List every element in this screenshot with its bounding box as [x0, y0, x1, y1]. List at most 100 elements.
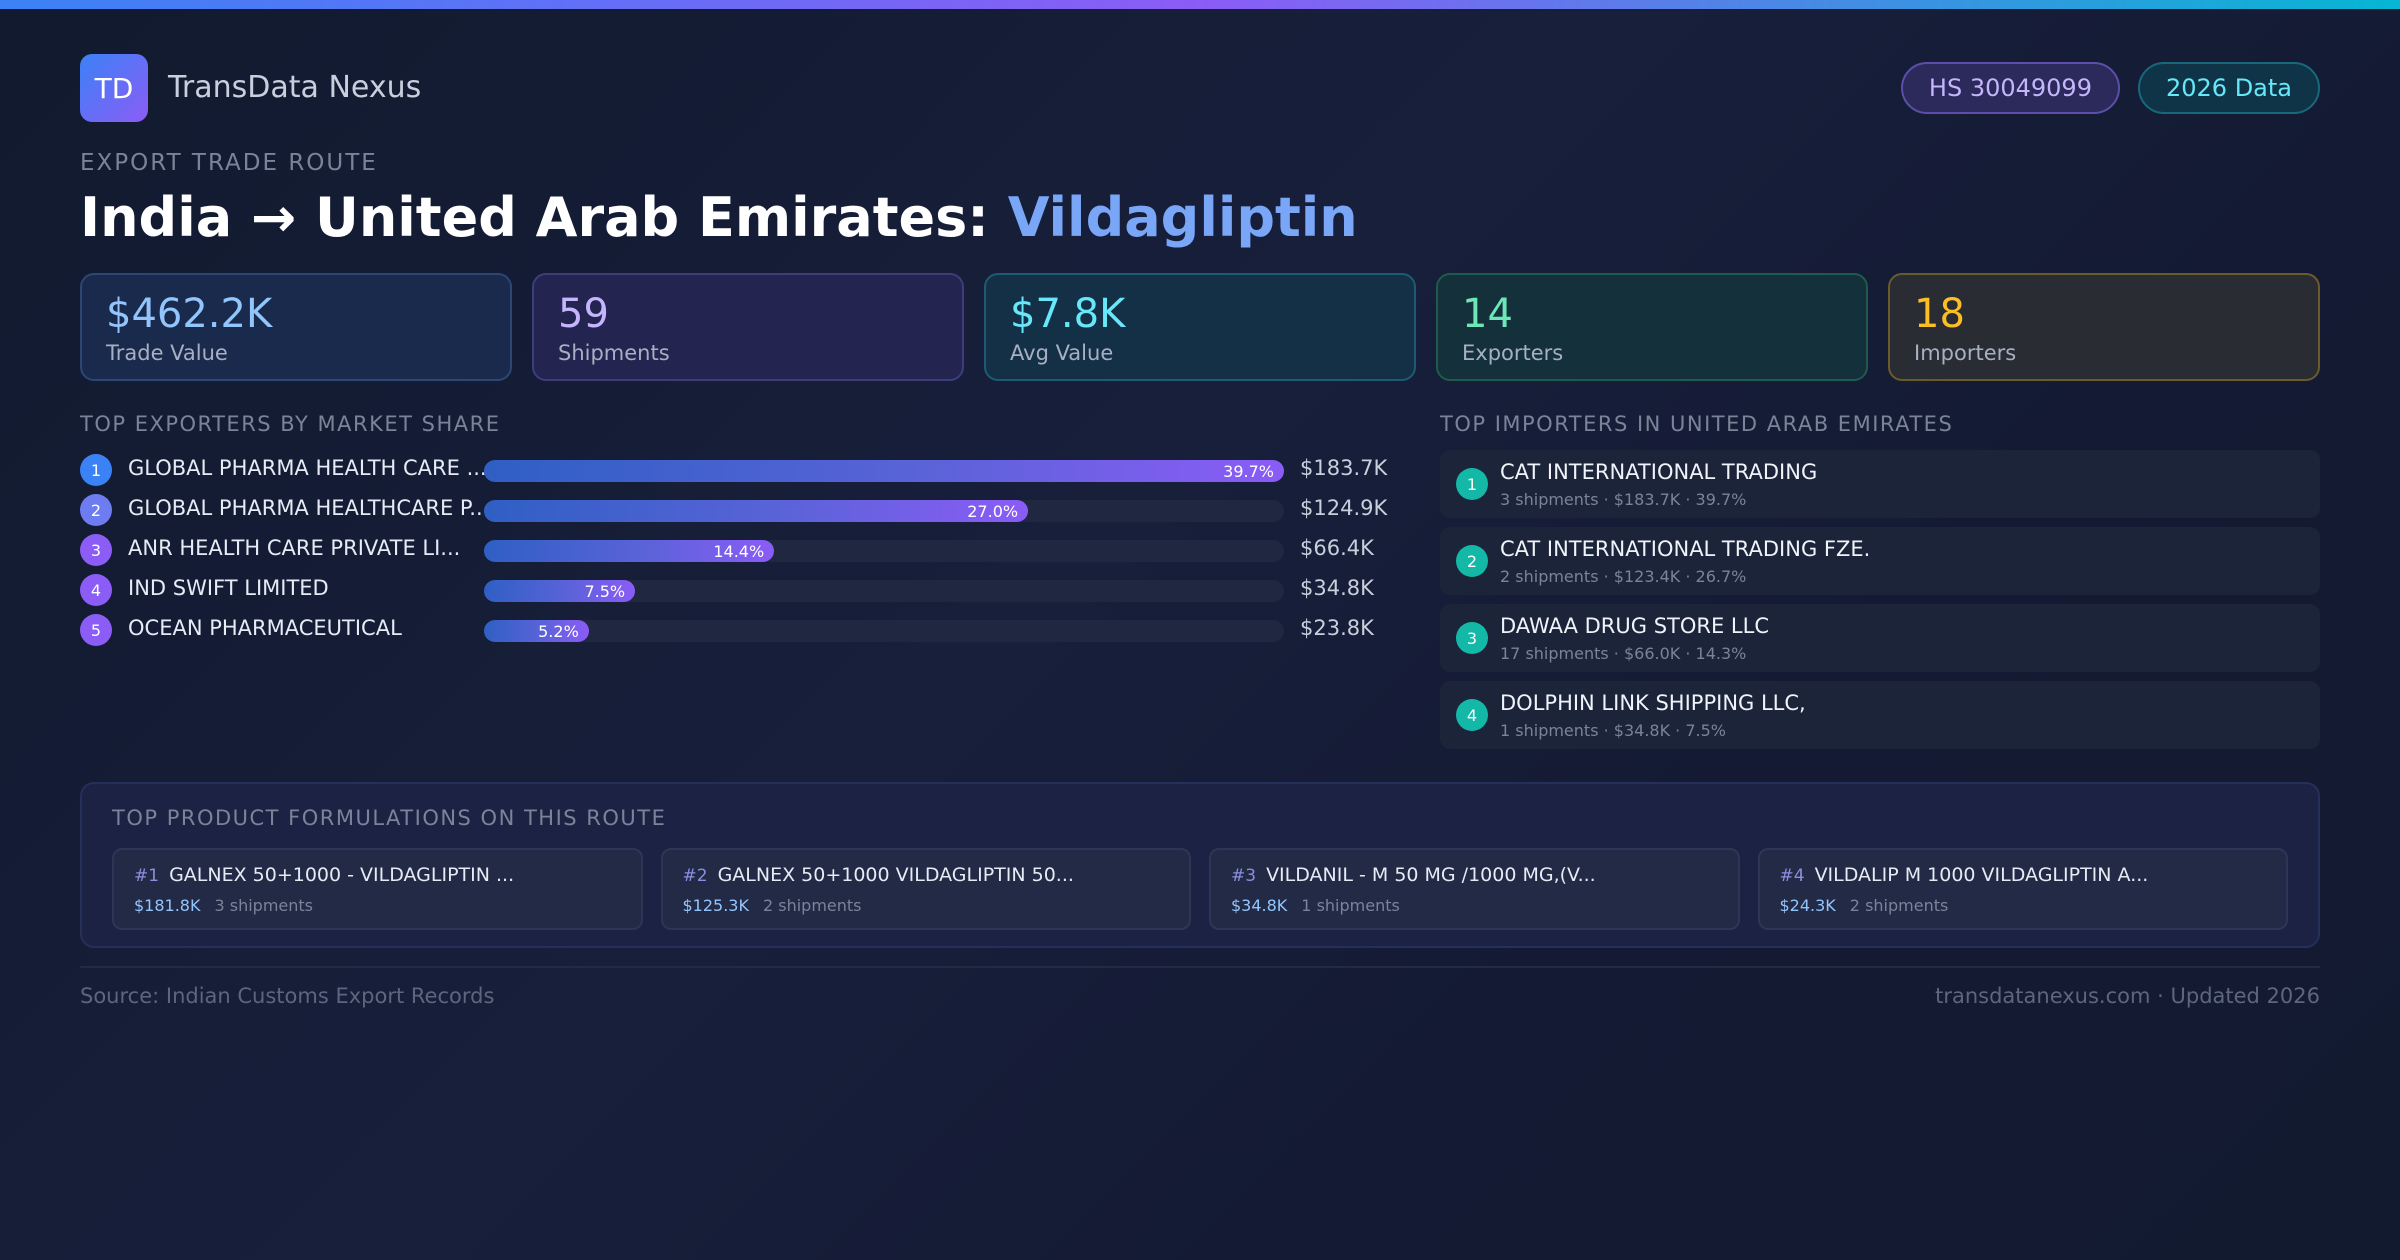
kpi-label: Avg Value — [1010, 341, 1114, 365]
share-bar-track: 7.5% — [484, 580, 1284, 602]
formulation-title: #4 VILDALIP M 1000 VILDAGLIPTIN A... — [1780, 864, 2267, 886]
exporter-rank: 2 — [80, 494, 112, 526]
share-bar-fill: 14.4% — [484, 540, 775, 562]
kpi-row: $462.2K Trade Value 59 Shipments $7.8K A… — [80, 273, 2320, 381]
kpi-value: $7.8K — [1010, 291, 1126, 337]
share-bar-fill: 7.5% — [484, 580, 636, 602]
formulation-card[interactable]: #2 GALNEX 50+1000 VILDAGLIPTIN 50... $125.… — [660, 848, 1191, 930]
importer-item[interactable]: 2 CAT INTERNATIONAL TRADING FZE. 2 shipmen… — [1440, 527, 2320, 595]
formulation-rank: #1 — [134, 866, 160, 886]
kpi-importers: 18 Importers — [1888, 273, 2320, 381]
formulation-rank: #2 — [682, 866, 708, 886]
exporter-value: $34.8K — [1300, 576, 1374, 600]
kpi-value: 18 — [1914, 291, 1965, 337]
share-percent: 39.7% — [1223, 462, 1274, 481]
formulation-shipments: 3 shipments — [214, 896, 314, 915]
formulation-value: $125.3K — [682, 896, 749, 915]
footer-source: Source: Indian Customs Export Records — [80, 984, 495, 1008]
route-eyebrow: EXPORT TRADE ROUTE — [80, 150, 378, 176]
section-title: TOP PRODUCT FORMULATIONS ON THIS ROUTE — [112, 806, 667, 830]
importer-item[interactable]: 3 DAWAA DRUG STORE LLC 17 shipments · $66.… — [1440, 604, 2320, 672]
exporter-name: GLOBAL PHARMA HEALTH CARE ... — [128, 456, 487, 480]
footer-divider — [80, 966, 2320, 968]
share-percent: 14.4% — [713, 542, 765, 561]
exporter-row[interactable]: 1 GLOBAL PHARMA HEALTH CARE ... 39.7% $183.… — [80, 450, 1387, 490]
formulation-shipments: 2 shipments — [762, 896, 862, 915]
formulation-name: VILDANIL - M 50 MG /1000 MG,(V... — [1266, 864, 1596, 886]
data-year-badge: 2026 Data — [2137, 62, 2320, 114]
kpi-label: Trade Value — [106, 341, 228, 365]
kpi-value: $462.2K — [106, 291, 273, 337]
formulation-card[interactable]: #4 VILDALIP M 1000 VILDAGLIPTIN A... $24.3… — [1757, 848, 2288, 930]
share-percent: 5.2% — [538, 622, 579, 641]
formulation-list: #1 GALNEX 50+1000 - VILDAGLIPTIN ... $181.… — [112, 848, 2288, 930]
formulation-rank: #3 — [1231, 866, 1257, 886]
importer-details: 2 shipments · $123.4K · 26.7% — [1500, 567, 1747, 586]
importer-details: 3 shipments · $183.7K · 39.7% — [1500, 490, 1747, 509]
brand-name[interactable]: TransData Nexus — [168, 70, 422, 105]
exporter-rank: 1 — [80, 454, 112, 486]
formulation-name: GALNEX 50+1000 - VILDAGLIPTIN ... — [169, 864, 515, 886]
importer-name: CAT INTERNATIONAL TRADING — [1500, 460, 1818, 484]
exporter-row[interactable]: 5 OCEAN PHARMACEUTICAL 5.2% $23.8K — [80, 610, 1380, 650]
exporter-value: $23.8K — [1300, 616, 1374, 640]
share-percent: 7.5% — [584, 582, 626, 601]
exporter-name: IND SWIFT LIMITED — [128, 576, 329, 600]
formulation-value: $34.8K — [1231, 896, 1288, 915]
exporter-name: OCEAN PHARMACEUTICAL — [128, 616, 402, 640]
exporter-row[interactable]: 4 IND SWIFT LIMITED 7.5% $34.8K — [80, 570, 1380, 610]
exporter-row[interactable]: 2 GLOBAL PHARMA HEALTHCARE P... 27.0% $124.… — [80, 490, 1387, 530]
importer-rank: 4 — [1456, 699, 1488, 731]
formulation-meta: $181.8K 3 shipments — [134, 896, 621, 915]
formulation-title: #2 GALNEX 50+1000 VILDAGLIPTIN 50... — [683, 864, 1170, 886]
exporter-list: 1 GLOBAL PHARMA HEALTH CARE ... 39.7% $183.… — [80, 450, 1387, 650]
formulation-meta: $125.3K 2 shipments — [683, 896, 1170, 915]
kpi-value: 59 — [558, 291, 609, 337]
share-bar-track: 14.4% — [484, 540, 1284, 562]
formulation-shipments: 2 shipments — [1849, 896, 1949, 915]
importer-item[interactable]: 4 DOLPHIN LINK SHIPPING LLC, 1 shipments ·… — [1440, 681, 2320, 749]
formulation-card[interactable]: #1 GALNEX 50+1000 - VILDAGLIPTIN ... $181.… — [112, 848, 643, 930]
kpi-label: Shipments — [558, 341, 670, 365]
kpi-shipments: 59 Shipments — [532, 273, 964, 381]
importer-rank: 3 — [1456, 622, 1488, 654]
importer-item[interactable]: 1 CAT INTERNATIONAL TRADING 3 shipments · … — [1440, 450, 2320, 518]
formulation-shipments: 1 shipments — [1301, 896, 1400, 915]
exporter-rank: 5 — [80, 614, 112, 646]
importer-name: CAT INTERNATIONAL TRADING FZE. — [1500, 537, 1871, 561]
exporter-row[interactable]: 3 ANR HEALTH CARE PRIVATE LI... 14.4% $66.4… — [80, 530, 1380, 570]
formulation-value: $24.3K — [1779, 896, 1836, 915]
importer-list: 1 CAT INTERNATIONAL TRADING 3 shipments · … — [1440, 450, 2320, 749]
importer-details: 1 shipments · $34.8K · 7.5% — [1500, 721, 1726, 740]
route-title-prefix: India → United Arab Emirates: — [80, 186, 1008, 249]
share-bar-fill: 39.7% — [484, 460, 1284, 482]
importer-name: DOLPHIN LINK SHIPPING LLC, — [1500, 691, 1806, 715]
exporter-name: ANR HEALTH CARE PRIVATE LI... — [128, 536, 461, 560]
formulation-value: $181.8K — [134, 896, 201, 915]
exporter-value: $124.9K — [1300, 496, 1388, 520]
share-bar-track: 27.0% — [484, 500, 1284, 522]
kpi-exporters: 14 Exporters — [1436, 273, 1868, 381]
kpi-label: Exporters — [1462, 341, 1564, 365]
section-title: TOP EXPORTERS BY MARKET SHARE — [80, 412, 501, 436]
exporter-value: $66.4K — [1300, 536, 1374, 560]
brand-logo[interactable]: TD — [80, 54, 148, 122]
exporter-rank: 4 — [80, 574, 112, 606]
importer-rank: 1 — [1456, 468, 1488, 500]
share-bar-fill: 5.2% — [484, 620, 589, 642]
footer-site[interactable]: transdatanexus.com · Updated 2026 — [1935, 984, 2320, 1008]
kpi-avg-value: $7.8K Avg Value — [984, 273, 1416, 381]
header-badges: HS 30049099 2026 Data — [1900, 62, 2320, 114]
importer-name: DAWAA DRUG STORE LLC — [1500, 614, 1769, 638]
formulation-title: #3 VILDANIL - M 50 MG /1000 MG,(V... — [1231, 864, 1718, 886]
hs-code-badge: HS 30049099 — [1900, 62, 2120, 114]
kpi-label: Importers — [1914, 341, 2017, 365]
formulation-card[interactable]: #3 VILDANIL - M 50 MG /1000 MG,(V... $34.8… — [1209, 848, 1740, 930]
share-percent: 27.0% — [967, 502, 1019, 521]
formulation-name: GALNEX 50+1000 VILDAGLIPTIN 50... — [717, 864, 1074, 886]
route-product: Vildagliptin — [1007, 186, 1358, 249]
exporter-name: GLOBAL PHARMA HEALTHCARE P... — [128, 496, 490, 520]
formulation-name: VILDALIP M 1000 VILDAGLIPTIN A... — [1814, 864, 2149, 886]
share-bar-fill: 27.0% — [484, 500, 1029, 522]
